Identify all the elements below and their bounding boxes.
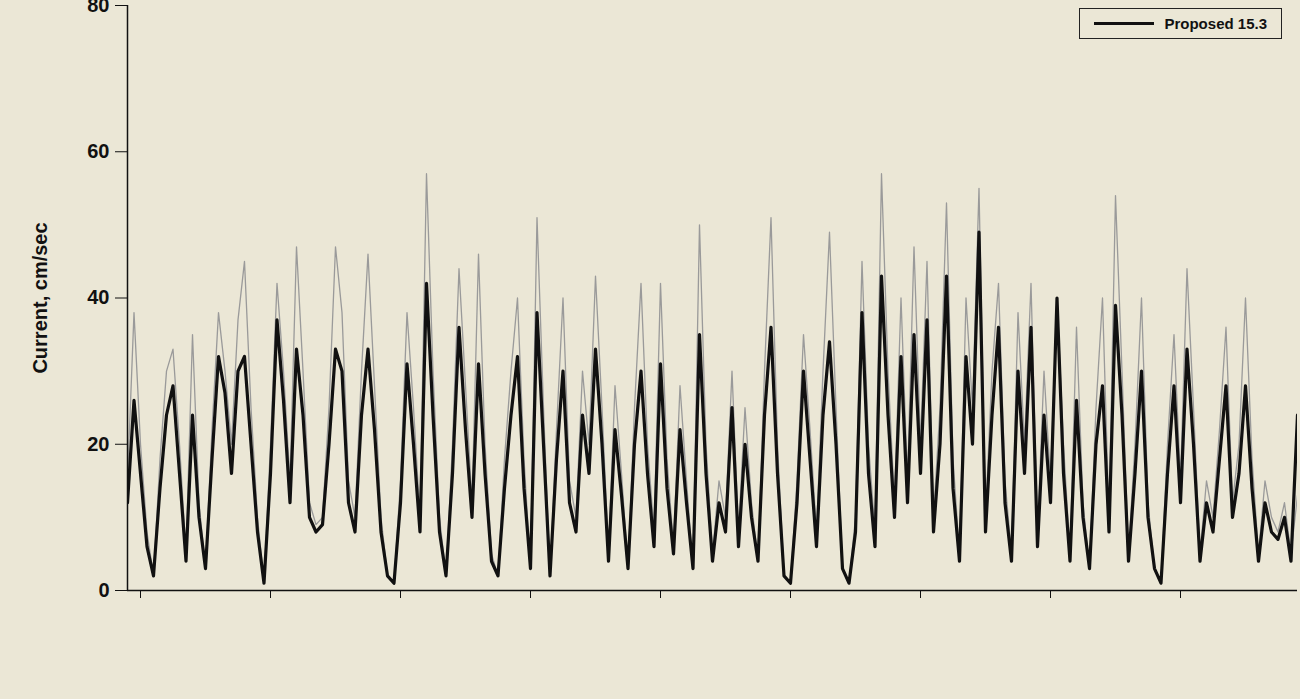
svg-text:40: 40	[87, 286, 109, 308]
svg-text:0: 0	[98, 579, 109, 601]
html-text:Proposed 15.3: Proposed 15.3	[1164, 15, 1267, 32]
svg-text:20: 20	[87, 433, 109, 455]
svg-text:Current, cm/sec: Current, cm/sec	[29, 222, 51, 373]
svg-text:60: 60	[87, 140, 109, 162]
svg-text:80: 80	[87, 0, 109, 16]
